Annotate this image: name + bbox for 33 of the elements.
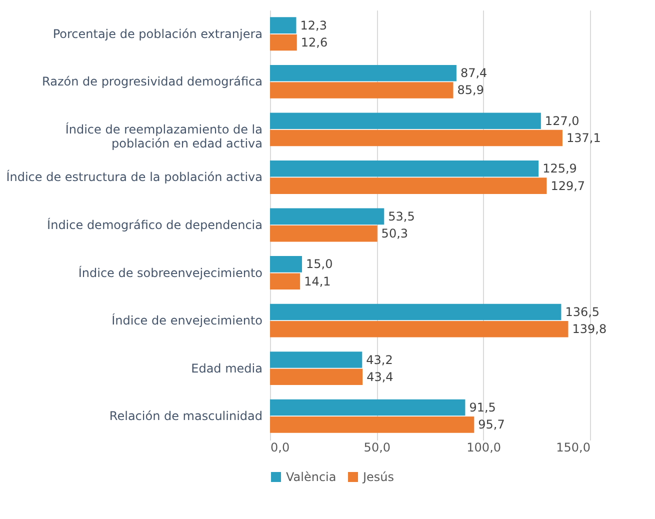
x-tick-label: 0,0 — [270, 440, 290, 454]
y-tick-label: Índice de sobreenvejecimiento — [78, 264, 262, 280]
x-tick-label: 100,0 — [466, 440, 502, 454]
x-tick-label: 50,0 — [364, 440, 391, 454]
y-tick-label: Índice de envejecimiento — [112, 312, 262, 328]
data-label: 50,3 — [381, 226, 408, 241]
data-label: 43,4 — [366, 370, 394, 384]
y-tick-label: Porcentaje de población extranjera — [52, 26, 262, 41]
y-tick-label: Índice de reemplazamiento de la población en edad activa — [65, 121, 262, 150]
data-label: 12,3 — [300, 18, 327, 32]
data-label: 91,5 — [469, 400, 496, 415]
data-label: 125,9 — [542, 162, 577, 176]
y-tick-label: Índice demográfico de dependencia — [47, 217, 262, 232]
legend-label: Jesús — [362, 470, 394, 484]
data-label: 137,1 — [566, 131, 601, 146]
y-tick-label: Índice de estructura de la población activa — [6, 169, 262, 184]
data-label: 15,0 — [306, 257, 333, 272]
data-label: 87,4 — [460, 66, 488, 80]
data-label: 53,5 — [388, 209, 415, 224]
y-tick-label: Edad media — [191, 361, 262, 376]
data-label: 95,7 — [478, 418, 505, 432]
data-label: 136,5 — [565, 304, 600, 319]
x-tick-label: 150,0 — [556, 440, 590, 454]
data-label: 85,9 — [457, 83, 484, 98]
data-label: 14,1 — [304, 274, 331, 288]
data-label: 127,0 — [544, 114, 580, 128]
legend-label: València — [286, 470, 336, 484]
y-tick-label: Razón de progresividad demográfica — [42, 74, 262, 89]
data-label: 139,8 — [572, 322, 607, 336]
y-tick-label: Relación de masculinidad — [109, 409, 262, 424]
data-label: 43,2 — [366, 352, 393, 367]
data-label: 12,6 — [300, 35, 328, 50]
data-label: 129,7 — [550, 178, 586, 193]
